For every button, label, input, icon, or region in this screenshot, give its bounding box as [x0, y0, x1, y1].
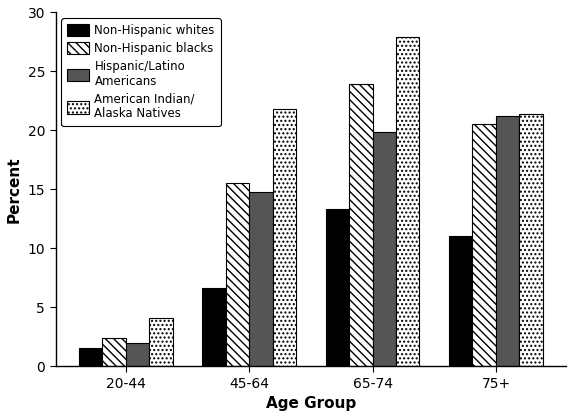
Bar [149, 318, 172, 366]
Bar [273, 109, 296, 366]
Bar [79, 348, 102, 366]
Bar [449, 237, 473, 366]
Bar [249, 191, 273, 366]
Bar [473, 125, 496, 366]
Y-axis label: Percent: Percent [7, 156, 22, 222]
Bar [496, 116, 519, 366]
Bar [396, 37, 419, 366]
Bar [372, 132, 396, 366]
X-axis label: Age Group: Age Group [266, 396, 356, 411]
Bar [226, 184, 249, 366]
Bar [202, 288, 226, 366]
Bar [125, 342, 149, 366]
Bar [349, 84, 372, 366]
Bar [519, 114, 543, 366]
Legend: Non-Hispanic whites, Non-Hispanic blacks, Hispanic/Latino
Americans, American In: Non-Hispanic whites, Non-Hispanic blacks… [61, 18, 221, 126]
Bar [325, 209, 349, 366]
Bar [102, 338, 125, 366]
